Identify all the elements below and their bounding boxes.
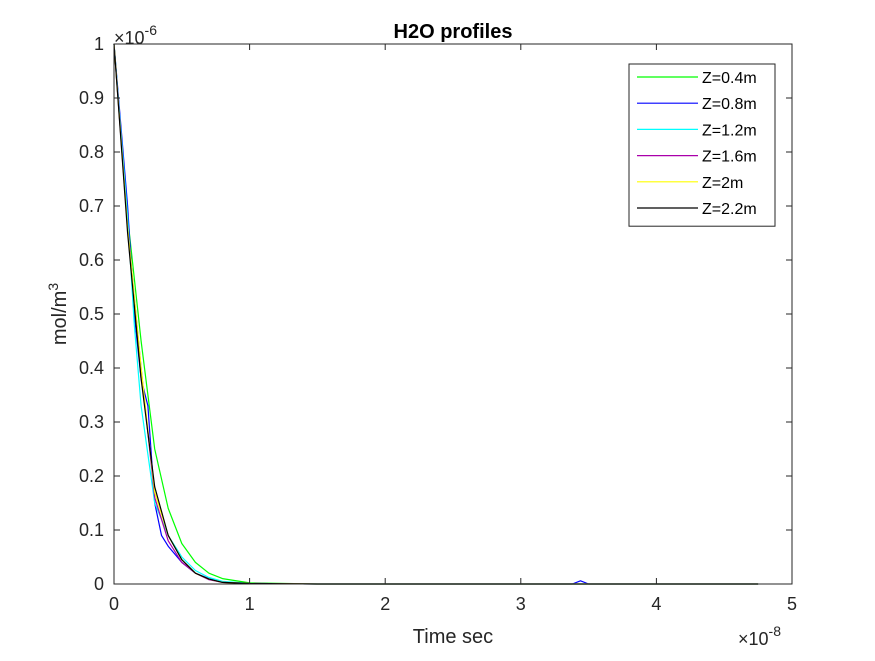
x-axis-label: Time sec (413, 626, 493, 648)
axis-ticks-layer: 0 1 2 3 4 5 0 0.1 0.2 0.3 0.4 0.5 0.6 0.7 0.8 0.9 1 (79, 34, 797, 614)
y-axis-multiplier: ×10-6 (114, 22, 157, 48)
y-tick-label: 1 (94, 34, 104, 54)
x-tick-label: 3 (516, 594, 526, 614)
y-tick-label: 0.6 (79, 250, 104, 270)
x-tick-label: 4 (651, 594, 661, 614)
x-tick-label: 2 (380, 594, 390, 614)
y-axis-label-superscript: 3 (45, 283, 61, 291)
y-tick-label: 0.5 (79, 304, 104, 324)
y-tick-label: 0.9 (79, 88, 104, 108)
y-multiplier-base: ×10 (114, 28, 145, 48)
legend: Z=0.4m Z=0.8m Z=1.2m Z=1.6m Z=2m Z=2.2m (628, 63, 776, 227)
y-tick-label: 0.7 (79, 196, 104, 216)
chart-title: H2O profiles (394, 21, 513, 43)
y-tick-label: 0.2 (79, 466, 104, 486)
y-axis-label: mol/m3 (45, 283, 71, 345)
y-tick-label: 0.4 (79, 358, 104, 378)
x-tick-label: 5 (787, 594, 797, 614)
legend-label-2: Z=0.8m (702, 96, 757, 113)
legend-label-6: Z=2.2m (702, 201, 757, 218)
x-axis-multiplier: ×10-8 (738, 623, 781, 649)
legend-label-1: Z=0.4m (702, 70, 757, 87)
x-tick-label: 0 (109, 594, 119, 614)
legend-box (628, 63, 776, 227)
y-multiplier-exponent: -6 (145, 22, 158, 38)
y-tick-label: 0.8 (79, 142, 104, 162)
x-multiplier-base: ×10 (738, 629, 769, 649)
x-tick-label: 1 (245, 594, 255, 614)
y-tick-label: 0.3 (79, 412, 104, 432)
x-multiplier-exponent: -8 (769, 623, 782, 639)
legend-label-4: Z=1.6m (702, 149, 757, 166)
legend-label-5: Z=2m (702, 175, 743, 192)
y-axis-label-base: mol/m (49, 291, 71, 345)
y-tick-label: 0.1 (79, 520, 104, 540)
legend-label-3: Z=1.2m (702, 122, 757, 139)
y-tick-label: 0 (94, 574, 104, 594)
